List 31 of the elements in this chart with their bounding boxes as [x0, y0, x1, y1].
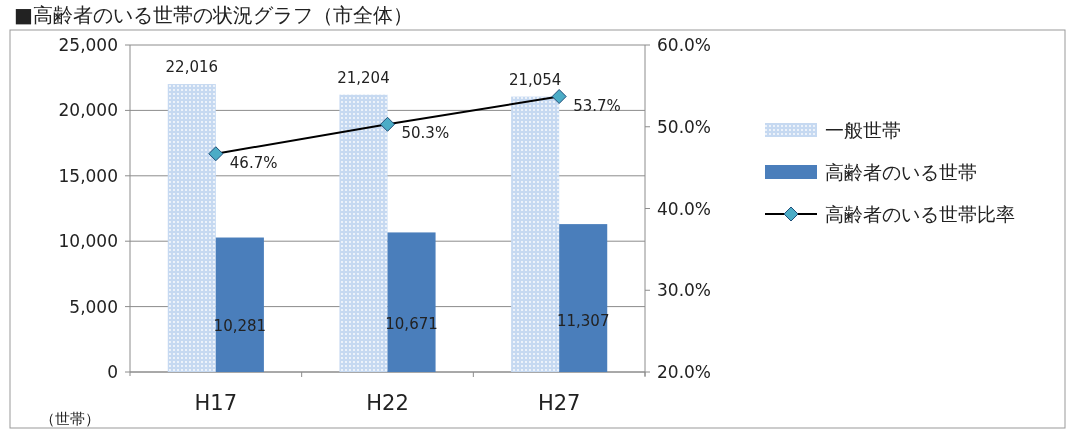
y-tick-label: 25,000 — [58, 35, 118, 55]
data-label: 21,054 — [508, 70, 562, 89]
data-label: 22,016 — [165, 58, 219, 77]
y2-tick-label: 40.0% — [657, 198, 712, 219]
data-label: 46.7% — [229, 153, 278, 172]
bar — [511, 96, 560, 372]
y2-tick-label: 30.0% — [657, 280, 712, 301]
y-tick-label: 20,000 — [58, 100, 118, 121]
data-label: 21,204 — [337, 68, 390, 87]
x-tick-label: H27 — [537, 391, 581, 415]
x-tick-label: H17 — [194, 391, 238, 415]
bar — [387, 232, 436, 372]
bar — [559, 224, 608, 372]
x-tick-label: H22 — [366, 391, 409, 415]
bar — [215, 237, 264, 372]
y-tick-label: 10,000 — [58, 231, 118, 252]
legend-label: 高齢者のいる世帯比率 — [825, 203, 1015, 225]
bar — [339, 94, 388, 372]
chart-title: ■高齢者のいる世帯の状況グラフ（市全体） — [14, 3, 413, 27]
y2-tick-label: 20.0% — [657, 362, 712, 382]
y-tick-label: 15,000 — [58, 165, 118, 186]
y-tick-label: 5,000 — [69, 296, 118, 317]
data-label: 50.3% — [401, 124, 450, 143]
data-label: 53.7% — [573, 96, 621, 115]
y-axis-title: （世帯） — [40, 410, 100, 428]
y2-tick-label: 60.0% — [657, 35, 712, 55]
y-tick-label: 0 — [107, 362, 118, 382]
legend-label: 高齢者のいる世帯 — [825, 161, 977, 183]
bar — [167, 84, 216, 372]
y2-tick-label: 50.0% — [657, 116, 712, 137]
legend-label: 一般世帯 — [825, 119, 901, 141]
